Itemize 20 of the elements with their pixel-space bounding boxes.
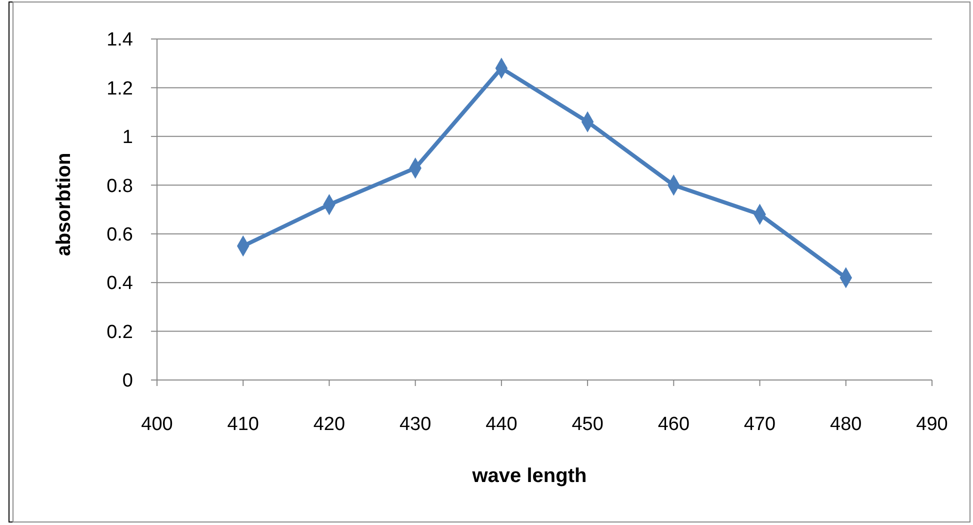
y-tick-label: 1 bbox=[122, 127, 133, 148]
y-tick-label: 0.4 bbox=[106, 273, 134, 294]
y-axis-title: absorbtion bbox=[53, 152, 75, 256]
x-tick-label: 480 bbox=[830, 414, 862, 435]
x-tick-label: 450 bbox=[572, 414, 604, 435]
y-tick-label: 1.2 bbox=[106, 78, 133, 100]
x-tick-label: 400 bbox=[141, 414, 173, 435]
x-tick-label: 490 bbox=[916, 414, 948, 435]
x-tick-label: 420 bbox=[313, 414, 346, 435]
x-tick-label: 410 bbox=[227, 414, 259, 435]
x-tick-label: 430 bbox=[399, 414, 432, 435]
x-tick-label: 460 bbox=[658, 414, 690, 435]
x-tick-label: 440 bbox=[486, 414, 518, 435]
x-axis-title: wave length bbox=[471, 465, 587, 487]
y-tick-label: 0.6 bbox=[106, 224, 133, 246]
y-tick-label: 0 bbox=[122, 370, 133, 392]
y-tick-label: 0.2 bbox=[106, 322, 133, 343]
y-tick-label: 1.4 bbox=[106, 30, 134, 51]
y-tick-label: 0.8 bbox=[106, 176, 133, 197]
x-tick-label: 470 bbox=[744, 414, 776, 435]
